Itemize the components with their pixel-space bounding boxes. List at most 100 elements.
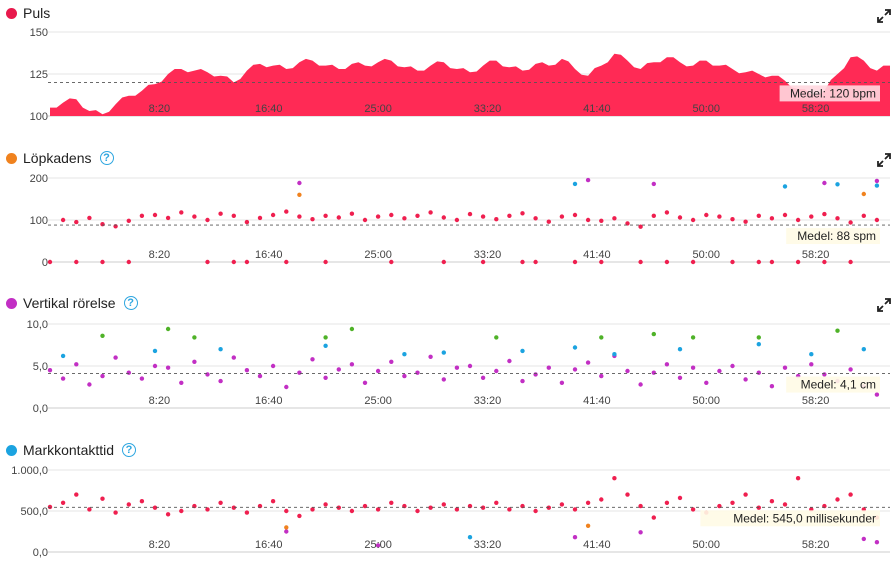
median-label: Medel: 120 bpm xyxy=(790,86,876,100)
data-point xyxy=(756,370,761,375)
data-point xyxy=(782,365,788,370)
data-point xyxy=(244,368,250,373)
data-point xyxy=(690,217,696,223)
data-point xyxy=(284,384,289,390)
data-point xyxy=(126,218,131,223)
data-point xyxy=(730,259,735,265)
data-point xyxy=(690,259,696,265)
data-point xyxy=(349,211,355,216)
expand-icon[interactable] xyxy=(876,297,892,313)
data-point xyxy=(467,363,473,369)
data-point xyxy=(441,377,446,382)
data-point xyxy=(362,217,368,223)
chart-title-text: Vertikal rörelse xyxy=(23,295,116,311)
data-point xyxy=(599,335,604,340)
data-point xyxy=(87,382,92,387)
data-point xyxy=(323,259,328,265)
data-point xyxy=(100,496,105,501)
data-point xyxy=(257,373,263,379)
data-point xyxy=(585,500,591,505)
data-point xyxy=(231,355,236,360)
data-point xyxy=(270,499,276,504)
data-point xyxy=(822,211,827,217)
y-tick-label: 0 xyxy=(42,257,48,269)
data-point xyxy=(507,358,512,364)
data-point xyxy=(205,259,210,265)
data-point xyxy=(756,342,761,347)
x-tick-label: 16:40 xyxy=(255,539,283,551)
x-tick-label: 33:20 xyxy=(474,395,502,407)
series-1-points xyxy=(284,529,880,548)
x-tick-label: 58:20 xyxy=(802,539,830,551)
x-tick-label: 41:40 xyxy=(583,539,611,551)
data-point xyxy=(480,375,486,380)
series-0-points xyxy=(47,209,880,265)
chart-plot-lopkadens: 200 100 0 8:20 16:40 25:00 33:20 41:40 50:00 58:2… xyxy=(30,173,890,269)
chart-panel-lopkadens: Löpkadens ? 200 100 0 8:20 16:40 25:00 33:20 41… xyxy=(0,148,896,283)
data-point xyxy=(74,219,79,225)
data-point xyxy=(612,476,617,481)
data-point xyxy=(244,219,250,225)
data-point xyxy=(494,368,499,374)
x-tick-label: 50:00 xyxy=(692,395,720,407)
data-point xyxy=(743,492,748,497)
data-point xyxy=(205,507,210,512)
series-dot-icon xyxy=(6,152,17,164)
data-point xyxy=(717,214,722,219)
data-point xyxy=(284,508,289,514)
data-point xyxy=(507,507,512,512)
data-point xyxy=(336,215,341,220)
data-point xyxy=(126,259,131,265)
data-point xyxy=(572,507,578,512)
x-tick-label: 50:00 xyxy=(692,249,720,261)
expand-icon[interactable] xyxy=(876,152,892,168)
data-point xyxy=(494,500,499,505)
data-point xyxy=(389,500,394,505)
data-point xyxy=(585,177,591,183)
data-point xyxy=(874,540,880,545)
y-tick-label: 150 xyxy=(30,27,48,39)
data-point xyxy=(874,183,880,188)
data-point xyxy=(585,360,591,365)
data-point xyxy=(664,210,670,215)
data-point xyxy=(231,505,236,510)
data-point xyxy=(165,512,171,517)
data-point xyxy=(677,347,683,352)
data-point xyxy=(205,217,210,223)
data-point xyxy=(375,507,381,512)
data-point xyxy=(730,500,735,505)
series-2-points xyxy=(467,535,473,540)
data-point xyxy=(848,220,853,225)
help-icon[interactable]: ? xyxy=(99,151,114,165)
chart-title-vertikal: Vertikal rörelse ? xyxy=(6,294,138,312)
data-point xyxy=(415,370,420,375)
y-tick-label: 10,0 xyxy=(27,319,48,331)
data-point xyxy=(454,365,460,370)
data-point xyxy=(520,378,525,384)
data-point xyxy=(454,507,460,512)
x-tick-label: 25:00 xyxy=(364,395,392,407)
data-point xyxy=(664,362,670,367)
data-point xyxy=(349,326,355,332)
data-point xyxy=(572,212,578,218)
median-label-bg xyxy=(786,228,880,245)
data-point xyxy=(297,180,302,186)
data-point xyxy=(74,259,79,265)
help-icon[interactable]: ? xyxy=(122,443,137,457)
x-tick-label: 41:40 xyxy=(583,395,611,407)
data-point xyxy=(349,362,355,367)
help-icon[interactable]: ? xyxy=(123,296,138,310)
data-point xyxy=(480,505,486,510)
expand-icon[interactable] xyxy=(876,8,892,24)
data-point xyxy=(835,182,840,187)
data-point xyxy=(480,259,486,265)
data-point xyxy=(769,384,775,389)
data-point xyxy=(126,502,131,507)
data-point xyxy=(389,259,394,265)
data-point xyxy=(677,495,683,501)
data-point xyxy=(349,508,355,514)
data-point xyxy=(441,350,446,355)
data-point xyxy=(428,354,433,359)
data-point xyxy=(730,363,735,369)
data-point xyxy=(100,333,105,338)
